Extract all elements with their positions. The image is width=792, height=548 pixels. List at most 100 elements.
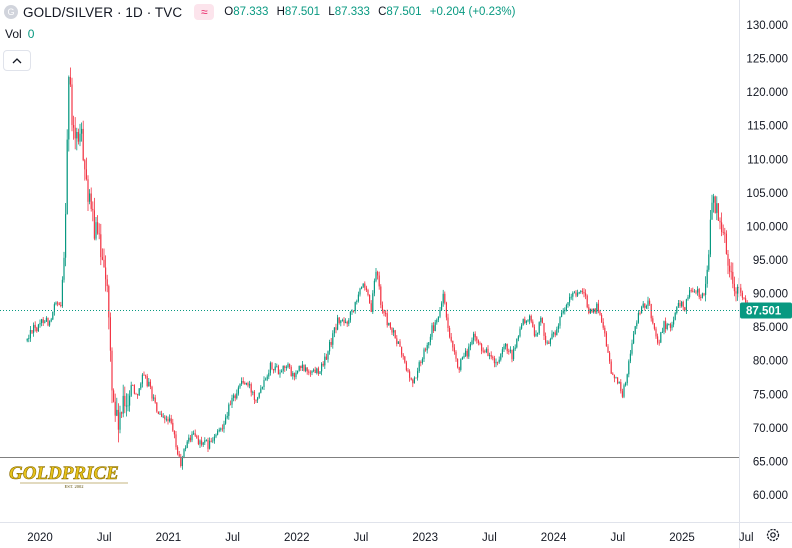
candle-body <box>498 359 500 363</box>
candle-body <box>607 346 609 353</box>
candle-body <box>353 310 355 312</box>
candle-body <box>233 395 235 398</box>
candle-body <box>191 433 193 441</box>
price-tick-label: 85.000 <box>753 322 788 334</box>
candle-body <box>594 308 596 313</box>
candle-body <box>188 437 190 442</box>
candle-body <box>468 346 470 357</box>
candle-body <box>495 361 497 364</box>
candle-body <box>474 333 476 338</box>
candle-body <box>193 433 195 435</box>
candle-body <box>453 347 455 352</box>
candle-body <box>61 279 63 307</box>
candle-body <box>527 320 529 322</box>
candle-body <box>660 332 662 343</box>
candle-body <box>306 367 308 372</box>
candle-body <box>681 301 683 307</box>
price-axis[interactable]: 130.000 125.000 120.000 115.000 110.000 105.0… <box>739 0 789 548</box>
candle-body <box>301 364 303 368</box>
candle-body <box>367 290 369 295</box>
candle-body <box>349 311 351 321</box>
goldprice-logo-tagline: EST. 2002 <box>65 484 84 489</box>
candle-body <box>381 304 383 311</box>
candle-body <box>295 372 297 378</box>
candle-body <box>506 343 508 352</box>
candle-body <box>127 405 129 407</box>
candle-body <box>47 317 49 326</box>
last-price-tag: 87.501 <box>740 302 792 319</box>
candle-body <box>676 306 678 313</box>
candle-body <box>157 411 159 415</box>
candle-body <box>503 346 505 350</box>
symbol-logo-icon: G <box>4 5 18 19</box>
candle-body <box>508 351 510 352</box>
candle-body <box>228 404 230 416</box>
candle-body <box>289 363 291 367</box>
candle-body <box>679 303 681 307</box>
settings-gear-icon[interactable] <box>765 527 781 543</box>
candle-body <box>410 377 412 380</box>
candle-body <box>114 401 116 416</box>
candle-body <box>189 437 191 441</box>
candle-body <box>591 308 593 313</box>
candle-body <box>261 387 263 389</box>
candle-body <box>161 413 163 417</box>
candle-body <box>244 382 246 385</box>
candle-body <box>722 232 724 233</box>
candle-body <box>405 362 407 371</box>
candle-body <box>362 283 364 287</box>
candle-body <box>285 367 287 368</box>
candle-body <box>401 346 403 355</box>
candle-body <box>444 293 446 303</box>
candle-body <box>668 324 670 325</box>
candle-body <box>351 310 353 312</box>
candle-body <box>701 293 703 298</box>
candle-body <box>450 336 452 341</box>
collapse-legend-button[interactable] <box>3 50 31 71</box>
goldprice-watermark: GOLDPRICE EST. 2002 <box>9 463 128 489</box>
candle-body <box>357 294 359 301</box>
candle-body <box>535 334 537 336</box>
candle-body <box>298 365 300 371</box>
candle-body <box>50 319 52 322</box>
candle-body <box>231 397 233 405</box>
candle-body <box>455 351 457 359</box>
candle-body <box>185 447 187 449</box>
candle-body <box>741 292 743 298</box>
candle-body <box>457 358 459 368</box>
candle-body <box>647 300 649 306</box>
candle-body <box>255 400 257 401</box>
time-axis[interactable]: 2020 Jul 2021 Jul 2022 Jul 2023 Jul 2024 Jul 2025 J… <box>0 522 792 545</box>
symbol-title[interactable]: GOLD/SILVER · 1D · TVC <box>23 4 183 20</box>
candle-body <box>71 84 73 125</box>
candle-body <box>52 311 54 320</box>
candle-body <box>745 298 747 303</box>
candle-body <box>281 370 283 373</box>
candle-body <box>329 342 331 352</box>
candle-body <box>516 339 518 348</box>
candle-body <box>76 132 78 139</box>
candle-body <box>402 354 404 357</box>
candle-body <box>279 372 281 375</box>
candle-body <box>93 210 95 239</box>
candle-body <box>95 222 97 239</box>
price-tick-label: 130.000 <box>746 20 788 32</box>
last-price-tag-bg <box>740 302 792 319</box>
candle-body <box>249 384 251 386</box>
candle-body <box>612 373 614 375</box>
candle-body <box>570 296 572 298</box>
candle-body <box>45 317 47 322</box>
candle-body <box>132 385 134 386</box>
candle-body <box>57 302 59 304</box>
candle-body <box>551 333 553 339</box>
candle-body <box>663 321 665 332</box>
candle-body <box>473 333 475 341</box>
candle-body <box>322 363 324 366</box>
candle-body <box>165 418 167 420</box>
compare-symbol-icon[interactable]: ≈ <box>194 4 215 20</box>
candle-body <box>529 315 531 321</box>
candle-body <box>428 342 430 346</box>
candle-body <box>602 321 604 328</box>
candle-body <box>311 370 313 373</box>
